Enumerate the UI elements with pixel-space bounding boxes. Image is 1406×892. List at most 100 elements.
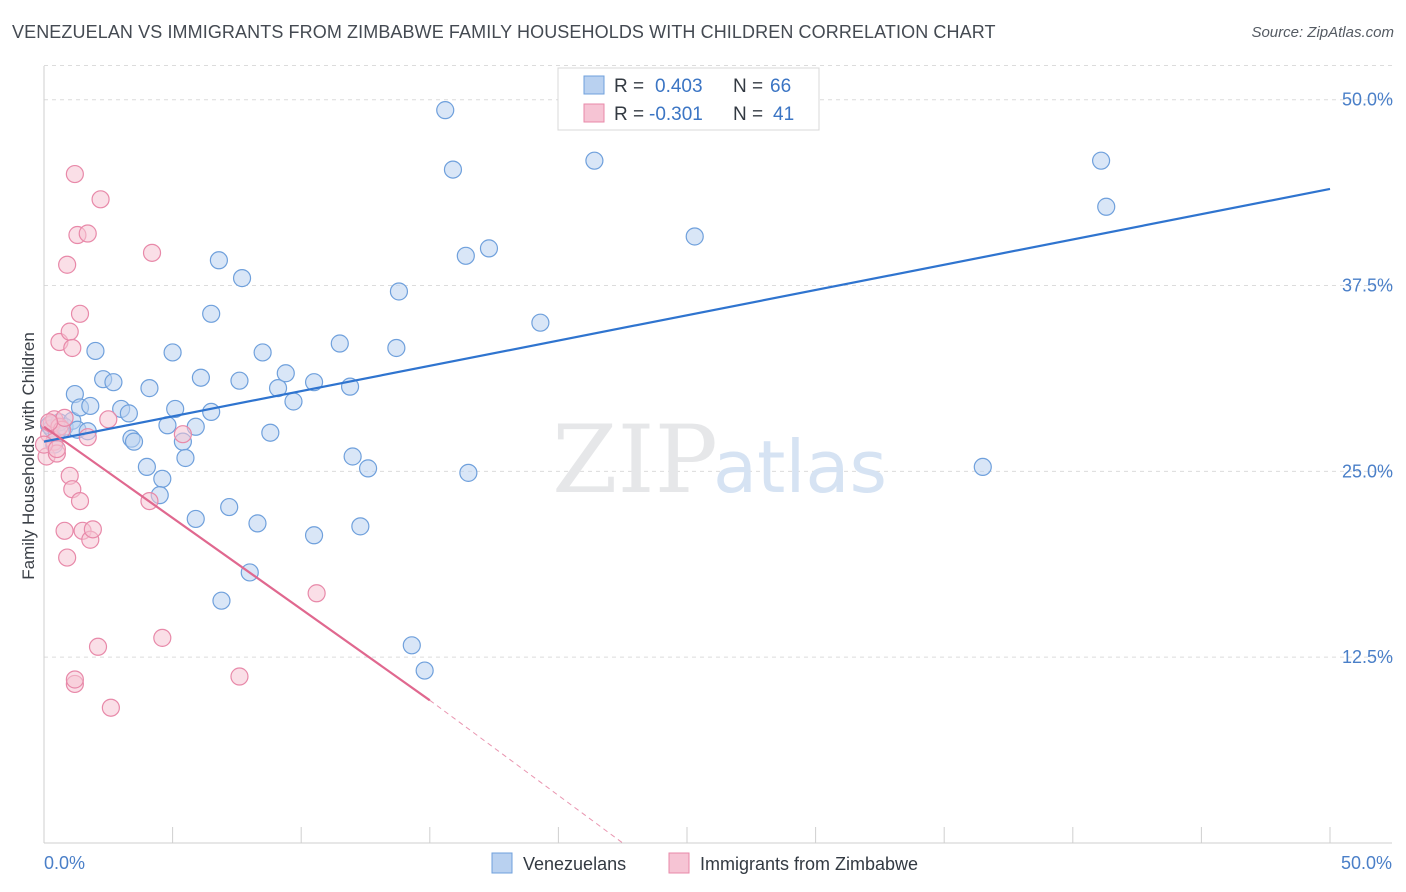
point-venezuelans [387, 338, 406, 358]
point-zimbabwe [70, 491, 90, 511]
point-venezuelans [163, 343, 182, 362]
trend-line-venezuelans [43, 187, 1331, 443]
point-venezuelans [389, 282, 409, 301]
point-zimbabwe [101, 698, 120, 717]
source-label: Source: ZipAtlas.com [1251, 24, 1394, 41]
series-legend-swatch-zimbabwe [668, 852, 690, 874]
point-venezuelans [261, 423, 280, 442]
y-tick-label: 12.5% [1342, 647, 1393, 667]
legend-r-label: R = [614, 76, 644, 97]
point-zimbabwe [70, 304, 90, 323]
y-tick-labels: 12.5% 25.0% 37.5% 50.0% [1342, 90, 1393, 667]
point-venezuelans [202, 402, 221, 422]
point-venezuelans [585, 151, 604, 170]
point-venezuelans [81, 396, 100, 416]
point-zimbabwe [65, 164, 84, 184]
point-venezuelans [209, 251, 228, 270]
legend-r-value-zimbabwe: -0.301 [649, 104, 703, 125]
point-venezuelans [304, 373, 324, 392]
point-venezuelans [284, 392, 303, 411]
point-venezuelans [343, 447, 362, 466]
point-venezuelans [176, 448, 195, 468]
point-venezuelans [248, 514, 267, 533]
point-venezuelans [191, 368, 210, 387]
watermark: ZIP atlas [552, 406, 887, 515]
point-zimbabwe [63, 338, 82, 358]
point-venezuelans [330, 334, 349, 353]
legend-r-value-venezuelans: 0.403 [655, 76, 703, 97]
series-legend: Venezuelans Immigrants from Zimbabwe [491, 852, 918, 874]
point-zimbabwe [55, 408, 74, 427]
point-zimbabwe [40, 413, 59, 432]
point-zimbabwe [153, 628, 172, 647]
data-points [34, 101, 1116, 717]
legend-n-label-2: N = [733, 104, 763, 125]
stats-legend: R = 0.403 N = 66 R = -0.301 N = 41 [557, 67, 820, 131]
legend-n-label: N = [733, 76, 763, 97]
point-zimbabwe [65, 670, 84, 689]
point-venezuelans [1097, 197, 1116, 216]
point-venezuelans [459, 463, 478, 482]
legend-swatch-zimbabwe [583, 103, 605, 123]
point-zimbabwe [99, 410, 118, 429]
legend-swatch-venezuelans [583, 75, 605, 95]
point-zimbabwe [58, 548, 77, 567]
y-axis-label: Family Households with Children [19, 332, 38, 580]
watermark-atlas: atlas [713, 425, 887, 509]
point-venezuelans [212, 591, 231, 610]
point-zimbabwe [91, 190, 110, 209]
point-venezuelans [685, 227, 704, 246]
point-zimbabwe [58, 255, 77, 274]
trend-line-zimbabwe-extension [429, 699, 623, 844]
point-venezuelans [166, 399, 185, 419]
trend-lines [43, 187, 1331, 844]
y-tick-label: 37.5% [1342, 276, 1393, 296]
point-zimbabwe [55, 521, 74, 540]
point-venezuelans [436, 101, 455, 120]
point-venezuelans [973, 457, 992, 477]
point-venezuelans [186, 509, 205, 529]
point-zimbabwe [173, 425, 192, 444]
point-venezuelans [253, 343, 272, 362]
x-tick-label-min: 0.0% [44, 853, 85, 873]
point-zimbabwe [78, 224, 97, 243]
point-venezuelans [456, 246, 475, 265]
point-venezuelans [119, 404, 138, 423]
point-venezuelans [304, 526, 324, 545]
point-venezuelans [443, 160, 463, 179]
point-zimbabwe [142, 243, 162, 262]
point-venezuelans [351, 517, 370, 536]
point-venezuelans [479, 239, 499, 258]
point-zimbabwe [60, 322, 79, 341]
series-legend-zimbabwe: Immigrants from Zimbabwe [700, 854, 918, 874]
series-legend-swatch-venezuelans [491, 852, 513, 874]
point-venezuelans [86, 341, 105, 361]
y-tick-label: 50.0% [1342, 90, 1393, 110]
point-venezuelans [137, 457, 156, 477]
point-venezuelans [153, 469, 172, 488]
point-venezuelans [531, 313, 550, 332]
point-venezuelans [402, 636, 421, 655]
point-venezuelans [104, 373, 123, 392]
grid-lines [44, 65, 1392, 658]
point-venezuelans [220, 497, 239, 517]
point-zimbabwe [83, 520, 102, 539]
point-venezuelans [230, 371, 249, 390]
series-legend-venezuelans: Venezuelans [523, 854, 626, 874]
point-zimbabwe [88, 637, 108, 656]
y-tick-label: 25.0% [1342, 461, 1393, 481]
point-venezuelans [140, 379, 159, 398]
point-venezuelans [415, 661, 434, 680]
point-venezuelans [202, 304, 221, 323]
point-zimbabwe [307, 584, 326, 603]
watermark-zip: ZIP [552, 406, 718, 515]
legend-r-label-2: R = [614, 104, 644, 125]
point-venezuelans [232, 269, 252, 288]
point-venezuelans [358, 459, 378, 478]
point-venezuelans [276, 364, 295, 383]
chart-title: VENEZUELAN VS IMMIGRANTS FROM ZIMBABWE F… [12, 22, 996, 42]
x-tick-label-max: 50.0% [1341, 853, 1392, 873]
point-zimbabwe [47, 439, 66, 459]
legend-n-value-zimbabwe: 41 [773, 104, 794, 125]
